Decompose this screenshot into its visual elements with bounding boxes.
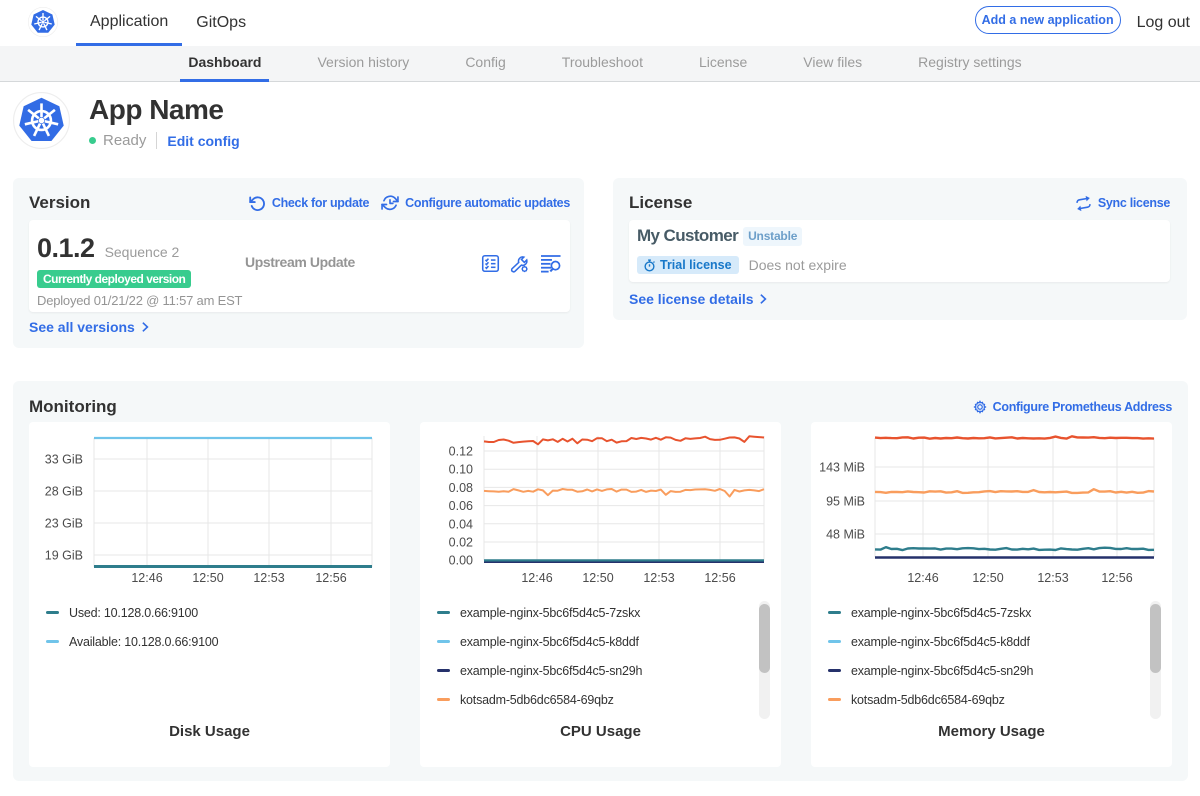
- svg-text:48 MiB: 48 MiB: [826, 528, 865, 542]
- svg-text:12:56: 12:56: [315, 571, 346, 585]
- svg-text:33 GiB: 33 GiB: [45, 453, 83, 467]
- svg-text:0.04: 0.04: [449, 517, 473, 531]
- svg-text:0.00: 0.00: [449, 554, 473, 568]
- svg-text:19 GiB: 19 GiB: [45, 549, 83, 563]
- svg-text:143 MiB: 143 MiB: [819, 461, 865, 475]
- svg-text:95 MiB: 95 MiB: [826, 495, 865, 509]
- svg-text:12:46: 12:46: [521, 571, 552, 585]
- svg-text:12:53: 12:53: [253, 571, 284, 585]
- svg-text:0.06: 0.06: [449, 499, 473, 513]
- svg-text:28 GiB: 28 GiB: [45, 485, 83, 499]
- svg-text:12:46: 12:46: [907, 571, 938, 585]
- svg-text:12:53: 12:53: [1037, 571, 1068, 585]
- svg-text:0.02: 0.02: [449, 536, 473, 550]
- svg-text:12:53: 12:53: [643, 571, 674, 585]
- svg-text:12:50: 12:50: [972, 571, 1003, 585]
- svg-text:12:56: 12:56: [1101, 571, 1132, 585]
- svg-text:0.08: 0.08: [449, 481, 473, 495]
- svg-text:12:46: 12:46: [131, 571, 162, 585]
- svg-text:12:50: 12:50: [582, 571, 613, 585]
- svg-text:12:56: 12:56: [704, 571, 735, 585]
- svg-text:0.12: 0.12: [449, 445, 473, 459]
- svg-text:0.10: 0.10: [449, 463, 473, 477]
- svg-text:12:50: 12:50: [192, 571, 223, 585]
- svg-text:23 GiB: 23 GiB: [45, 517, 83, 531]
